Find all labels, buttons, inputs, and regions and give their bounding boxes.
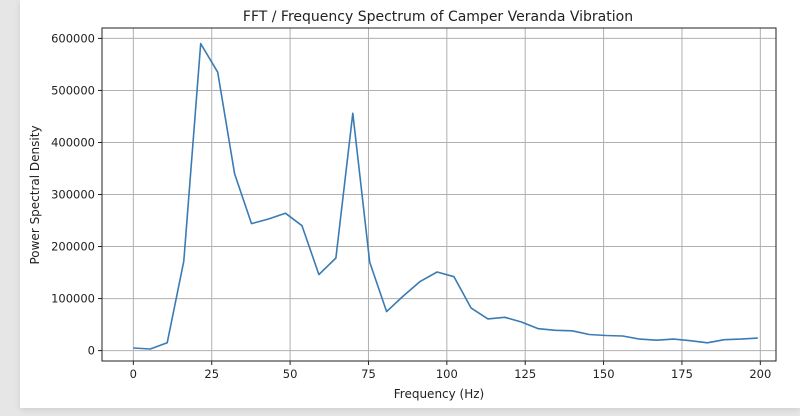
chart-card: FFT / Frequency Spectrum of Camper Veran… <box>20 0 800 408</box>
x-tick-label: 50 <box>283 367 298 381</box>
series-line <box>133 42 758 350</box>
x-tick-label: 125 <box>514 367 536 381</box>
y-axis-label: Power Spectral Density <box>28 125 42 264</box>
chart-svg: FFT / Frequency Spectrum of Camper Veran… <box>28 9 777 401</box>
y-tick-label: 500000 <box>51 83 95 97</box>
line-layer <box>133 42 758 350</box>
x-tick-label: 175 <box>671 367 693 381</box>
y-tick-label: 600000 <box>51 31 95 45</box>
chart-title: FFT / Frequency Spectrum of Camper Veran… <box>243 9 633 25</box>
y-tick-label: 100000 <box>51 292 95 306</box>
y-tick-label: 0 <box>88 344 95 358</box>
tick-layer: 0 25 50 75 100 125 150 175 200 0 100000 200000 30000… <box>51 31 771 381</box>
y-tick-label: 300000 <box>51 188 95 202</box>
grid-layer <box>102 28 776 361</box>
y-tick-label: 200000 <box>51 240 95 254</box>
x-tick-label: 25 <box>204 367 219 381</box>
x-tick-label: 100 <box>436 367 458 381</box>
x-tick-label: 200 <box>749 367 771 381</box>
x-tick-label: 150 <box>593 367 615 381</box>
y-tick-label: 400000 <box>51 135 95 149</box>
x-tick-label: 75 <box>361 367 376 381</box>
x-axis-label: Frequency (Hz) <box>394 387 485 401</box>
x-tick-label: 0 <box>130 367 137 381</box>
